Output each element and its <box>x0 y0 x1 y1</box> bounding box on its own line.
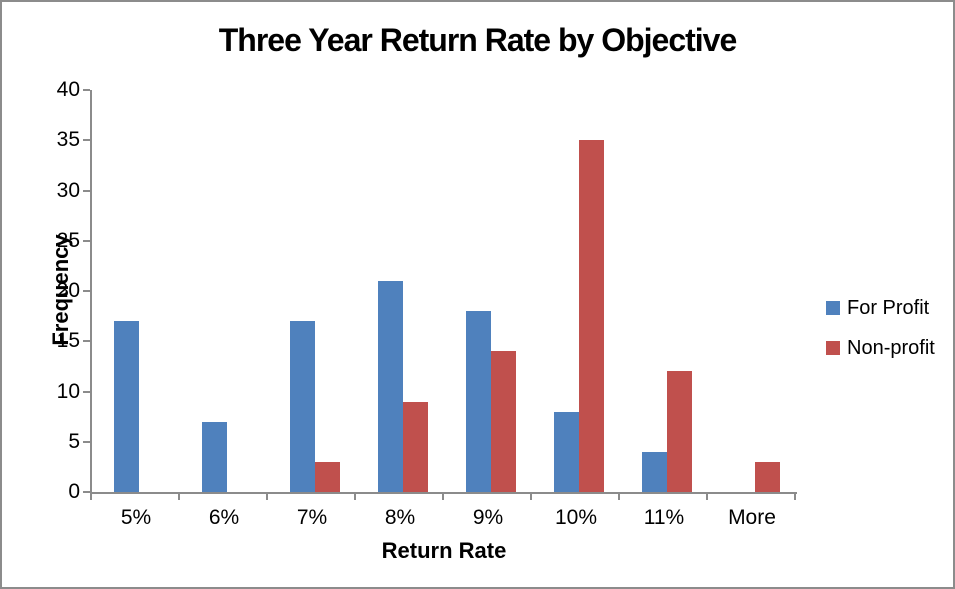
bar <box>554 411 579 492</box>
x-tick-label: 6% <box>208 506 240 529</box>
x-tick <box>530 494 532 500</box>
x-axis-line <box>90 492 797 494</box>
bar <box>114 321 139 492</box>
legend-swatch <box>826 301 840 315</box>
bar <box>579 140 604 492</box>
bar <box>202 421 227 492</box>
y-tick <box>83 290 90 292</box>
bar <box>403 401 428 492</box>
bar <box>667 371 692 492</box>
legend-label: For Profit <box>847 297 930 319</box>
bar <box>642 451 667 492</box>
x-tick <box>90 494 92 500</box>
x-tick-label: 5% <box>120 506 152 529</box>
x-tick <box>706 494 708 500</box>
y-tick-label: 40 <box>56 78 80 101</box>
legend: For Profit Non-profit <box>826 298 935 378</box>
y-tick-label: 0 <box>68 480 80 503</box>
x-tick-label: 7% <box>296 506 328 529</box>
x-tick-label: More <box>728 506 776 529</box>
x-tick <box>794 494 796 500</box>
y-tick-label: 5 <box>68 429 80 453</box>
x-tick-label: 9% <box>472 506 504 529</box>
bar <box>315 461 340 492</box>
y-tick <box>83 189 90 192</box>
legend-item: For Profit <box>826 298 935 318</box>
bar <box>491 351 516 492</box>
y-tick <box>83 491 90 493</box>
x-tick-label: 10% <box>554 506 598 529</box>
y-tick <box>83 89 90 91</box>
bar <box>466 311 491 492</box>
legend-item: Non-profit <box>826 338 935 358</box>
x-tick-label: 11% <box>643 506 685 529</box>
x-tick <box>178 494 180 500</box>
chart-title: Three Year Return Rate by Objective <box>218 22 738 58</box>
y-tick <box>83 139 90 142</box>
bar <box>755 461 780 492</box>
x-tick-label: 8% <box>384 506 416 529</box>
legend-label: Non-profit <box>847 337 935 359</box>
bar <box>378 280 403 492</box>
bar <box>290 321 315 492</box>
y-tick <box>83 440 90 443</box>
y-tick-label: 25 <box>56 228 80 252</box>
x-tick <box>354 494 356 500</box>
x-tick <box>442 494 444 500</box>
x-tick <box>618 494 620 500</box>
x-axis-title: Return Rate <box>381 538 507 563</box>
y-axis-line <box>90 90 92 494</box>
x-tick <box>266 494 268 500</box>
y-tick <box>83 390 90 393</box>
y-tick-label: 10 <box>56 379 80 403</box>
y-tick <box>83 239 90 242</box>
y-tick-label: 15 <box>56 329 80 353</box>
legend-swatch <box>826 341 840 355</box>
y-tick <box>83 340 90 343</box>
y-tick-label: 30 <box>56 178 80 202</box>
y-tick-label: 20 <box>56 279 80 302</box>
y-tick-label: 35 <box>56 128 80 152</box>
